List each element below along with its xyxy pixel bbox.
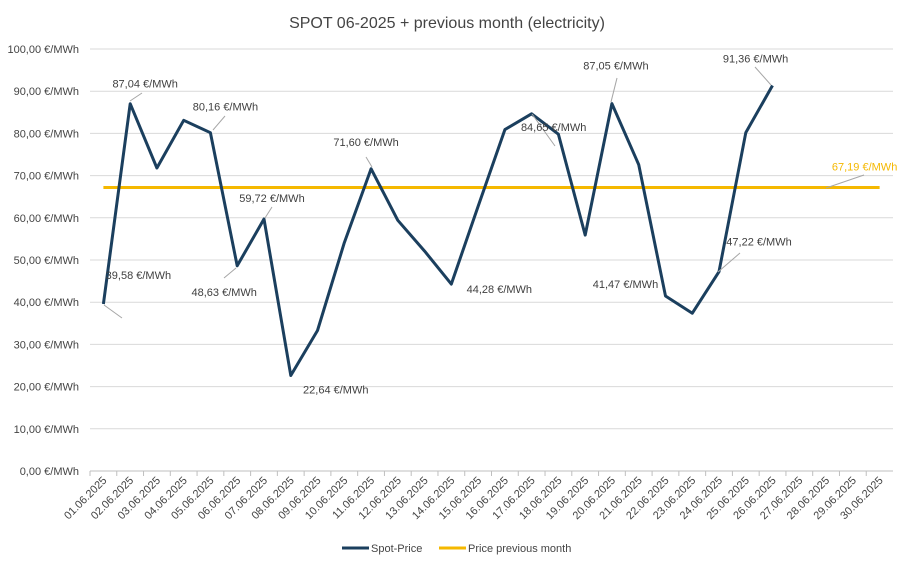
label-leader-line <box>129 92 143 102</box>
y-tick-label: 30,00 €/MWh <box>14 339 79 351</box>
data-label: 47,22 €/MWh <box>726 237 791 249</box>
y-axis: 0,00 €/MWh 10,00 €/MWh 20,00 €/MWh 30,00 €/… <box>7 44 79 478</box>
legend-label: Price previous month <box>468 543 571 555</box>
label-leader-line <box>825 174 865 189</box>
data-label: 71,60 €/MWh <box>333 137 398 149</box>
y-tick-label: 70,00 €/MWh <box>14 171 79 183</box>
legend: Spot-Price Price previous month <box>342 543 571 555</box>
data-label: 44,28 €/MWh <box>467 284 532 296</box>
data-label: 48,63 €/MWh <box>192 287 257 299</box>
y-tick-label: 0,00 €/MWh <box>20 466 79 478</box>
gridlines <box>90 48 893 472</box>
data-label: 84,65 €/MWh <box>521 122 586 134</box>
y-tick-label: 80,00 €/MWh <box>14 128 79 140</box>
y-tick-label: 60,00 €/MWh <box>14 213 79 225</box>
label-leader-line <box>365 156 373 168</box>
series-layer <box>101 84 880 377</box>
data-labels: 39,58 €/MWh 87,04 €/MWh 80,16 €/MWh 48,63 €… <box>103 53 897 396</box>
label-leader-line <box>103 304 123 319</box>
label-leader-line <box>223 267 237 279</box>
label-leader-line <box>717 252 741 273</box>
y-tick-label: 40,00 €/MWh <box>14 297 79 309</box>
label-leader-line <box>610 77 618 103</box>
label-leader-line <box>531 113 556 147</box>
y-tick-label: 90,00 €/MWh <box>14 86 79 98</box>
y-tick-label: 50,00 €/MWh <box>14 255 79 267</box>
data-label: 91,36 €/MWh <box>723 53 788 65</box>
label-leader-line <box>264 206 273 219</box>
y-tick-label: 100,00 €/MWh <box>7 44 79 56</box>
y-tick-label: 20,00 €/MWh <box>14 382 79 394</box>
data-label: 87,04 €/MWh <box>112 79 177 91</box>
y-tick-label: 10,00 €/MWh <box>14 424 79 436</box>
legend-label: Spot-Price <box>371 543 422 555</box>
chart-title: SPOT 06-2025 + previous month (electrici… <box>289 15 605 32</box>
data-label: 67,19 €/MWh <box>832 161 897 173</box>
data-label: 22,64 €/MWh <box>303 384 368 396</box>
data-label: 80,16 €/MWh <box>193 102 258 114</box>
data-label: 41,47 €/MWh <box>593 279 658 291</box>
label-leader-line <box>754 66 772 86</box>
series-line-spot-price <box>101 84 774 377</box>
x-axis: 01.06.202502.06.202503.06.202504.06.2025… <box>62 471 886 522</box>
data-label: 59,72 €/MWh <box>239 193 304 205</box>
data-label: 87,05 €/MWh <box>583 61 648 73</box>
data-label: 39,58 €/MWh <box>106 270 171 282</box>
label-leader-line <box>212 115 226 131</box>
